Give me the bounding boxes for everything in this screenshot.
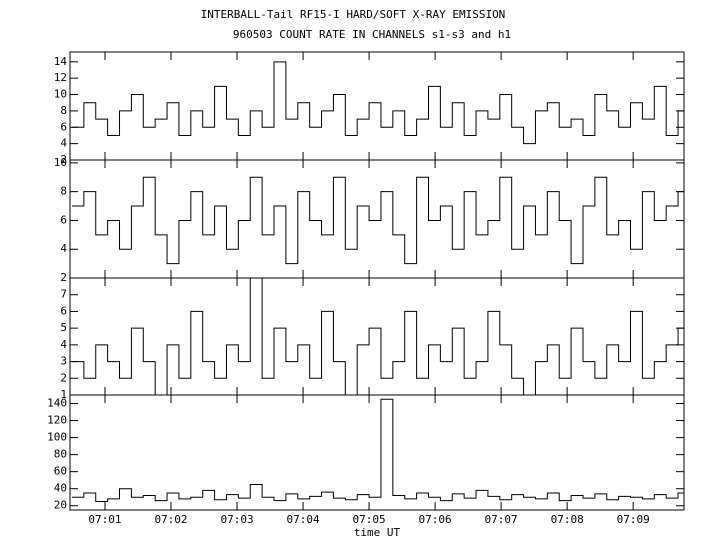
x-axis-label: time UT bbox=[354, 526, 401, 539]
y-tick-label: 6 bbox=[60, 304, 67, 317]
y-tick-label: 6 bbox=[60, 120, 67, 133]
y-tick-label: 3 bbox=[60, 355, 67, 368]
y-tick-label: 2 bbox=[60, 271, 67, 284]
y-tick-label: 100 bbox=[47, 431, 67, 444]
y-tick-label: 140 bbox=[47, 397, 67, 410]
y-tick-label: 4 bbox=[60, 137, 67, 150]
y-tick-label: 120 bbox=[47, 414, 67, 427]
y-tick-label: 20 bbox=[54, 499, 67, 512]
x-tick-label: 07:05 bbox=[353, 513, 386, 526]
x-tick-label: 07:09 bbox=[617, 513, 650, 526]
y-tick-label: 10 bbox=[54, 156, 67, 169]
x-tick-label: 07:01 bbox=[88, 513, 121, 526]
y-tick-label: 80 bbox=[54, 448, 67, 461]
x-tick-label: 07:08 bbox=[551, 513, 584, 526]
chart-subtitle: 960503 COUNT RATE IN CHANNELS s1-s3 and … bbox=[233, 28, 511, 41]
y-tick-label: 40 bbox=[54, 482, 67, 495]
step-line bbox=[71, 176, 684, 265]
step-line bbox=[71, 398, 684, 502]
x-tick-label: 07:02 bbox=[154, 513, 187, 526]
panel-frame bbox=[69, 394, 685, 511]
chart-title: INTERBALL-Tail RF15-I HARD/SOFT X-RAY EM… bbox=[201, 8, 506, 21]
panel-frame bbox=[69, 159, 685, 279]
step-line bbox=[71, 277, 684, 396]
y-tick-label: 10 bbox=[54, 88, 67, 101]
step-line bbox=[71, 61, 684, 145]
y-tick-label: 4 bbox=[60, 242, 67, 255]
panel-frame bbox=[69, 277, 685, 396]
panel-frame bbox=[69, 51, 685, 161]
y-tick-label: 2 bbox=[60, 153, 67, 166]
y-tick-label: 60 bbox=[54, 465, 67, 478]
y-tick-label: 5 bbox=[60, 321, 67, 334]
y-tick-label: 8 bbox=[60, 104, 67, 117]
x-tick-label: 07:03 bbox=[220, 513, 253, 526]
y-tick-label: 6 bbox=[60, 213, 67, 226]
y-tick-label: 12 bbox=[54, 71, 67, 84]
y-tick-label: 8 bbox=[60, 185, 67, 198]
y-tick-label: 4 bbox=[60, 338, 67, 351]
x-tick-label: 07:07 bbox=[485, 513, 518, 526]
x-tick-label: 07:04 bbox=[286, 513, 319, 526]
x-tick-label: 07:06 bbox=[419, 513, 452, 526]
y-tick-label: 2 bbox=[60, 371, 67, 384]
y-tick-label: 7 bbox=[60, 288, 67, 301]
y-tick-label: 1 bbox=[60, 388, 67, 401]
y-tick-label: 14 bbox=[54, 55, 68, 68]
